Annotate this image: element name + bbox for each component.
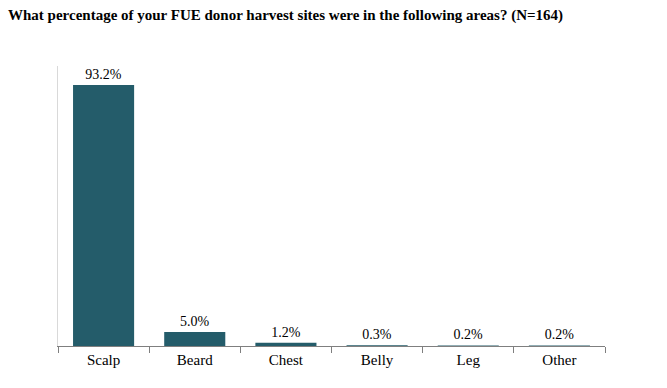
svg-text:Beard: Beard: [177, 352, 213, 368]
svg-text:Other: Other: [542, 352, 576, 368]
svg-text:0.2%: 0.2%: [454, 327, 484, 342]
svg-text:What percentage of your FUE do: What percentage of your FUE donor harves…: [8, 7, 563, 24]
svg-text:Chest: Chest: [269, 352, 304, 368]
svg-text:5.0%: 5.0%: [180, 314, 210, 329]
svg-text:Belly: Belly: [361, 352, 394, 368]
svg-text:1.2%: 1.2%: [271, 325, 301, 340]
svg-text:Leg: Leg: [457, 352, 481, 368]
svg-text:Scalp: Scalp: [87, 352, 120, 368]
svg-text:93.2%: 93.2%: [85, 67, 122, 82]
svg-text:0.2%: 0.2%: [545, 327, 575, 342]
svg-text:0.3%: 0.3%: [362, 327, 392, 342]
